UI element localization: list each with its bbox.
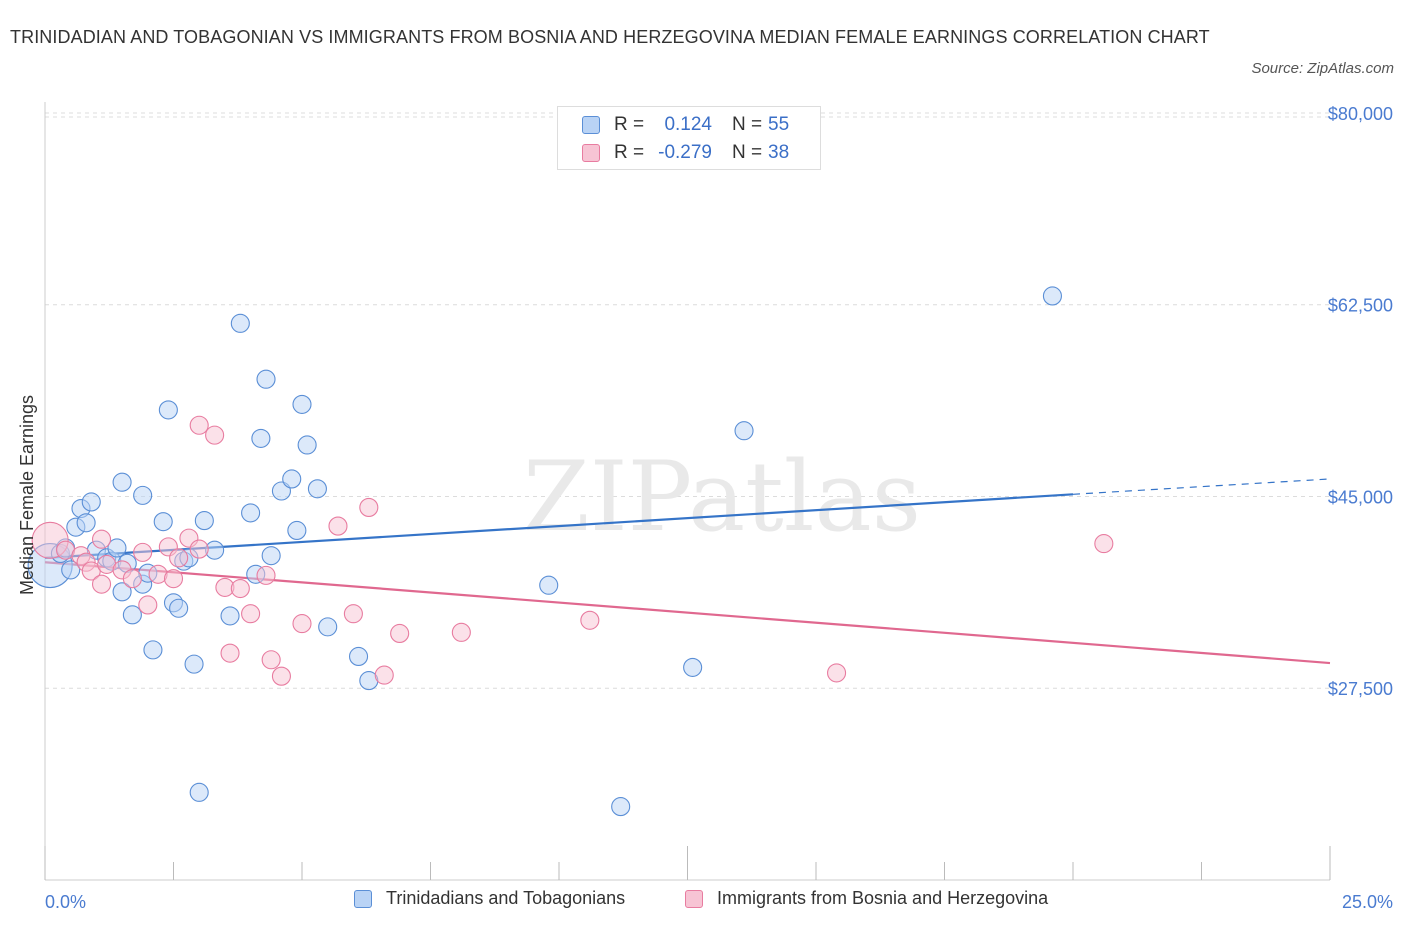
data-point <box>241 604 261 624</box>
data-point <box>734 421 754 441</box>
data-point <box>611 797 631 817</box>
data-point <box>91 574 112 594</box>
data-point <box>359 497 379 517</box>
axes <box>44 102 1331 881</box>
legend-row-trinidadian: R = 0.124 N = 55 <box>582 111 789 139</box>
x-tick-label: 25.0% <box>1342 892 1393 912</box>
bottom-legend-bosnian: Immigrants from Bosnia and Herzegovina <box>685 888 1048 909</box>
data-point <box>61 560 81 580</box>
pink-swatch <box>685 889 703 908</box>
data-point <box>153 512 173 532</box>
chart-title: TRINIDADIAN AND TOBAGONIAN VS IMMIGRANTS… <box>10 27 1210 47</box>
r-label: R = <box>614 142 645 163</box>
data-point <box>271 666 291 686</box>
r-value: 0.124 <box>664 114 712 135</box>
legend-row-bosnian: R = -0.279 N = 38 <box>582 139 789 167</box>
bottom-legend-trinidadian: Trinidadians and Tobagonians <box>354 888 625 909</box>
n-label: N = <box>732 142 763 163</box>
data-point <box>143 640 163 660</box>
data-point <box>184 654 204 674</box>
data-point <box>91 529 112 549</box>
legend-label: Immigrants from Bosnia and Herzegovina <box>717 888 1049 908</box>
y-tick-labels: $27,500 $45,000 $62,500 $80,000 <box>1328 104 1393 699</box>
data-point <box>318 617 338 637</box>
y-tick-label: $27,500 <box>1328 679 1393 699</box>
data-point <box>112 582 132 602</box>
data-point <box>241 503 261 523</box>
data-point <box>133 542 153 562</box>
x-tick-labels: 0.0% 25.0% <box>45 892 1393 912</box>
data-point <box>1042 286 1062 306</box>
data-point <box>451 622 471 642</box>
data-point <box>287 520 307 540</box>
data-point <box>1094 534 1114 554</box>
data-point <box>328 516 348 536</box>
data-point <box>297 435 317 455</box>
data-point <box>158 400 178 420</box>
data-point <box>122 569 142 589</box>
data-point <box>348 646 369 667</box>
data-points <box>27 286 1114 817</box>
data-point <box>261 546 281 566</box>
n-value: 55 <box>768 114 790 135</box>
data-point <box>256 369 276 389</box>
data-point <box>189 415 209 435</box>
data-point <box>76 513 96 533</box>
blue-swatch <box>354 889 372 908</box>
data-point <box>230 313 250 333</box>
data-point <box>122 605 142 625</box>
data-point <box>133 485 153 505</box>
blue-swatch <box>582 116 600 134</box>
r-label: R = <box>614 114 645 135</box>
data-point <box>251 428 271 448</box>
data-point <box>343 604 363 624</box>
data-point <box>390 623 410 644</box>
data-point <box>539 575 559 595</box>
data-point <box>307 479 327 499</box>
data-point <box>163 569 184 589</box>
data-point <box>205 425 225 445</box>
n-label: N = <box>732 114 763 135</box>
data-point <box>107 538 127 558</box>
data-point <box>189 539 209 559</box>
legend-label: Trinidadians and Tobagonians <box>386 888 626 908</box>
data-point <box>261 650 281 670</box>
data-point <box>374 665 394 685</box>
watermark: ZIPatlas <box>523 441 921 553</box>
x-tick-label: 0.0% <box>45 892 86 912</box>
data-point <box>189 782 209 802</box>
data-point <box>138 595 158 615</box>
data-point <box>256 565 276 585</box>
data-point <box>683 657 703 677</box>
gridlines <box>45 112 1330 689</box>
data-point <box>169 598 189 618</box>
data-point <box>230 578 250 599</box>
correlation-legend: R = 0.124 N = 55 R = -0.279 N = 38 <box>557 106 821 170</box>
y-axis-label: Median Female Earnings <box>17 395 37 595</box>
data-point <box>292 394 312 414</box>
source-label: Source: ZipAtlas.com <box>1251 60 1394 77</box>
data-point <box>220 606 240 626</box>
data-point <box>292 614 312 634</box>
data-point <box>112 472 132 492</box>
y-tick-label: $80,000 <box>1328 104 1393 124</box>
data-point <box>194 511 214 531</box>
trend-line-trinidadian-extension <box>1072 478 1331 495</box>
data-point <box>169 548 189 568</box>
r-value: -0.279 <box>658 142 712 163</box>
data-point <box>282 469 302 489</box>
n-value: 38 <box>768 142 790 163</box>
y-tick-label: $62,500 <box>1328 296 1393 316</box>
pink-swatch <box>582 144 600 162</box>
data-point <box>81 492 101 512</box>
data-point <box>827 663 847 683</box>
y-tick-label: $45,000 <box>1328 487 1393 507</box>
data-point <box>220 643 240 663</box>
data-point <box>580 610 600 630</box>
